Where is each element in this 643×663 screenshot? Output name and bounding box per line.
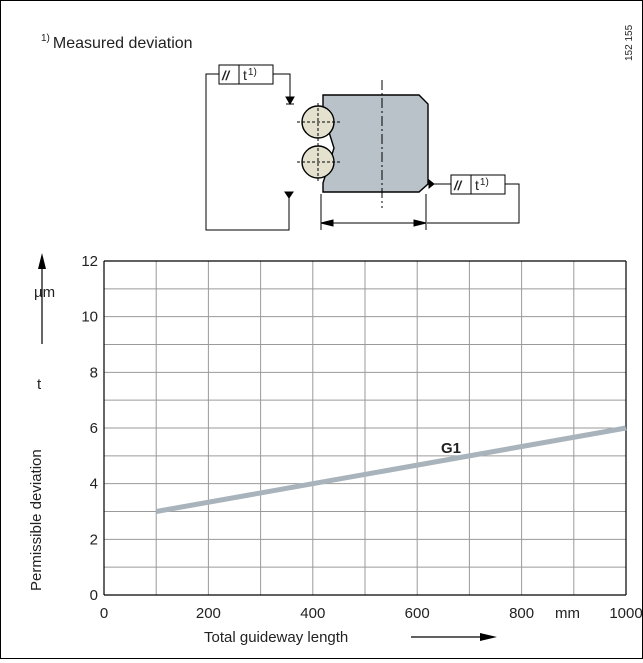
x-axis-label: Total guideway length	[204, 629, 348, 646]
series-line-g1	[155, 425, 627, 514]
left-arrowhead	[284, 191, 294, 199]
y-tick-label: 8	[90, 364, 98, 381]
measurement-diagram	[205, 64, 520, 231]
right-marker	[428, 178, 435, 190]
tolerance-symbol-right: //	[453, 178, 463, 193]
x-tick-label: 400	[300, 605, 325, 622]
x-axis-arrowhead	[480, 633, 497, 641]
x-tick-label: 0	[100, 605, 108, 622]
y-axis-label: Permissible deviation	[28, 449, 45, 591]
top-arrowhead	[285, 96, 295, 106]
chart: 0 200 400 600 800 1000 0 2 4 6 8 10 12	[81, 253, 642, 622]
series-label-g1: G1	[441, 440, 461, 457]
footnote-marker: 1)	[41, 33, 50, 44]
footnote-text: 1) Measured deviation	[41, 33, 193, 52]
grid-major	[103, 260, 627, 596]
y-axis-arrowhead	[38, 253, 46, 269]
tolerance-value-right: t1)	[475, 177, 489, 193]
y-symbol: t	[37, 376, 42, 393]
drawing-code: 152 155	[624, 24, 635, 61]
right-measure-loop	[427, 183, 520, 224]
guideway-block	[322, 94, 429, 193]
x-tick-label: 1000	[609, 605, 642, 622]
y-tick-label: 10	[81, 309, 98, 326]
y-tick-label: 4	[90, 476, 98, 493]
tolerance-symbol-top: //	[221, 68, 231, 83]
x-tick-label: 200	[196, 605, 221, 622]
tolerance-frame-top	[218, 64, 274, 85]
dim-arrow-left	[320, 219, 334, 227]
y-tick-labels: 0 2 4 6 8 10 12	[81, 253, 98, 604]
tolerance-value-top: t1)	[243, 67, 257, 83]
y-tick-label: 12	[81, 253, 98, 270]
footnote-label: Measured deviation	[53, 35, 193, 52]
top-measure-line	[273, 73, 291, 97]
y-tick-label: 0	[90, 587, 98, 604]
series-layer	[155, 425, 627, 514]
left-measure-loop	[205, 73, 290, 231]
x-unit: mm	[555, 605, 580, 622]
tolerance-frame-right	[450, 174, 506, 195]
x-tick-label: 800	[509, 605, 534, 622]
y-tick-label: 2	[90, 531, 98, 548]
x-tick-label: 600	[405, 605, 430, 622]
dim-arrow-right	[413, 219, 427, 227]
y-tick-label: 6	[90, 420, 98, 437]
x-tick-labels: 0 200 400 600 800 1000	[100, 605, 643, 622]
y-unit: µm	[34, 284, 55, 301]
grid-minor	[104, 261, 626, 595]
